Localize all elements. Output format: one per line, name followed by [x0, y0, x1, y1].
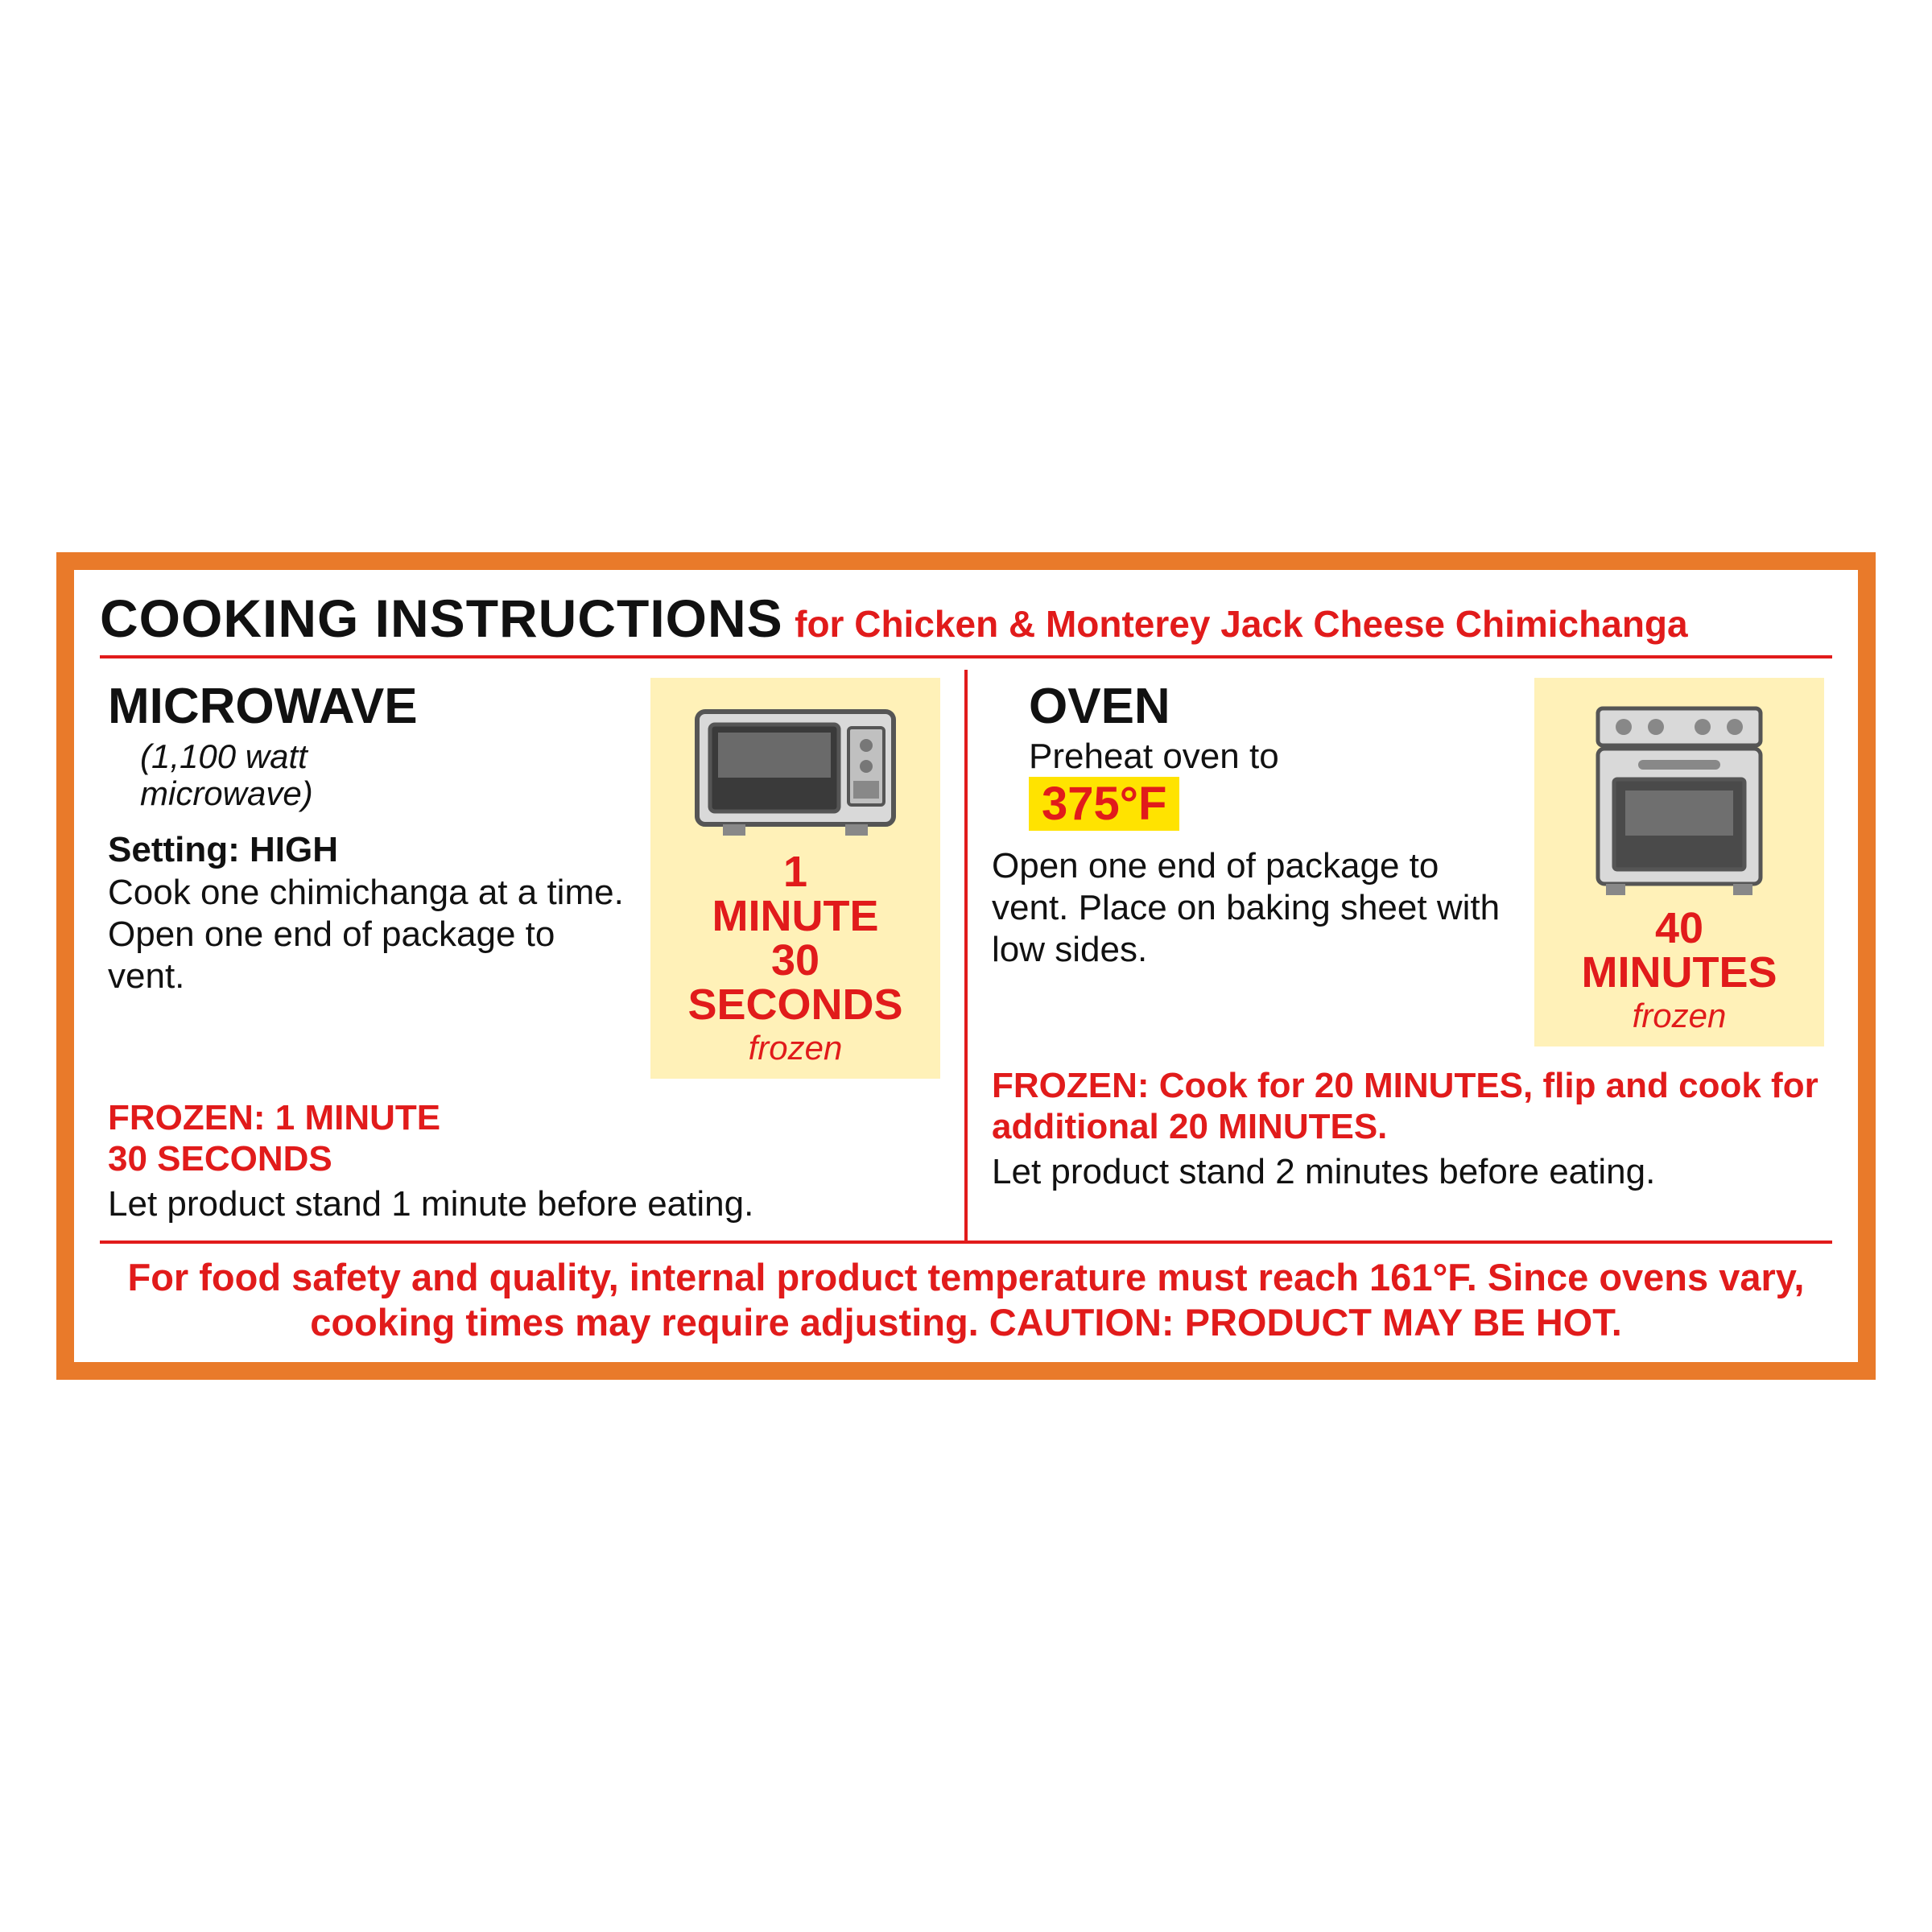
microwave-body: Cook one chimichanga at a time. Open one…: [108, 872, 631, 997]
microwave-panel: 1 MINUTE 30 SECONDS frozen: [650, 678, 940, 1079]
microwave-state: frozen: [665, 1029, 926, 1067]
cooking-instructions-card: COOKING INSTRUCTIONS for Chicken & Monte…: [56, 552, 1876, 1380]
oven-frozen-line: FROZEN: Cook for 20 MINUTES, flip and co…: [992, 1066, 1824, 1147]
microwave-note: (1,100 watt microwave): [108, 738, 631, 812]
oven-stand: Let product stand 2 minutes before eatin…: [992, 1152, 1824, 1192]
microwave-frozen-line: FROZEN: 1 MINUTE 30 SECONDS: [108, 1098, 940, 1179]
oven-heading: OVEN: [992, 678, 1515, 735]
microwave-stand: Let product stand 1 minute before eating…: [108, 1184, 940, 1224]
header-title: COOKING INSTRUCTIONS: [100, 588, 783, 648]
header: COOKING INSTRUCTIONS for Chicken & Monte…: [100, 588, 1832, 658]
oven-preheat: Preheat oven to: [992, 738, 1515, 775]
oven-temp: 375°F: [1029, 777, 1179, 831]
microwave-time: 1 MINUTE 30 SECONDS: [665, 850, 926, 1027]
oven-state: frozen: [1549, 997, 1810, 1035]
columns: MICROWAVE (1,100 watt microwave) Setting…: [100, 670, 1832, 1245]
microwave-icon: [691, 697, 900, 842]
microwave-column: MICROWAVE (1,100 watt microwave) Setting…: [100, 670, 968, 1241]
oven-panel: 40 MINUTES frozen: [1534, 678, 1824, 1046]
footer-caution: CAUTION: PRODUCT MAY BE HOT.: [989, 1301, 1622, 1344]
oven-column: OVEN Preheat oven to 375°F Open one end …: [968, 670, 1832, 1241]
microwave-heading: MICROWAVE: [108, 678, 631, 735]
footer: For food safety and quality, internal pr…: [100, 1244, 1832, 1348]
microwave-setting: Setting: HIGH: [108, 830, 631, 870]
oven-icon: [1587, 697, 1772, 898]
oven-body: Open one end of package to vent. Place o…: [992, 845, 1515, 971]
oven-time: 40 MINUTES: [1549, 906, 1810, 995]
header-subtitle: for Chicken & Monterey Jack Cheese Chimi…: [795, 603, 1687, 645]
